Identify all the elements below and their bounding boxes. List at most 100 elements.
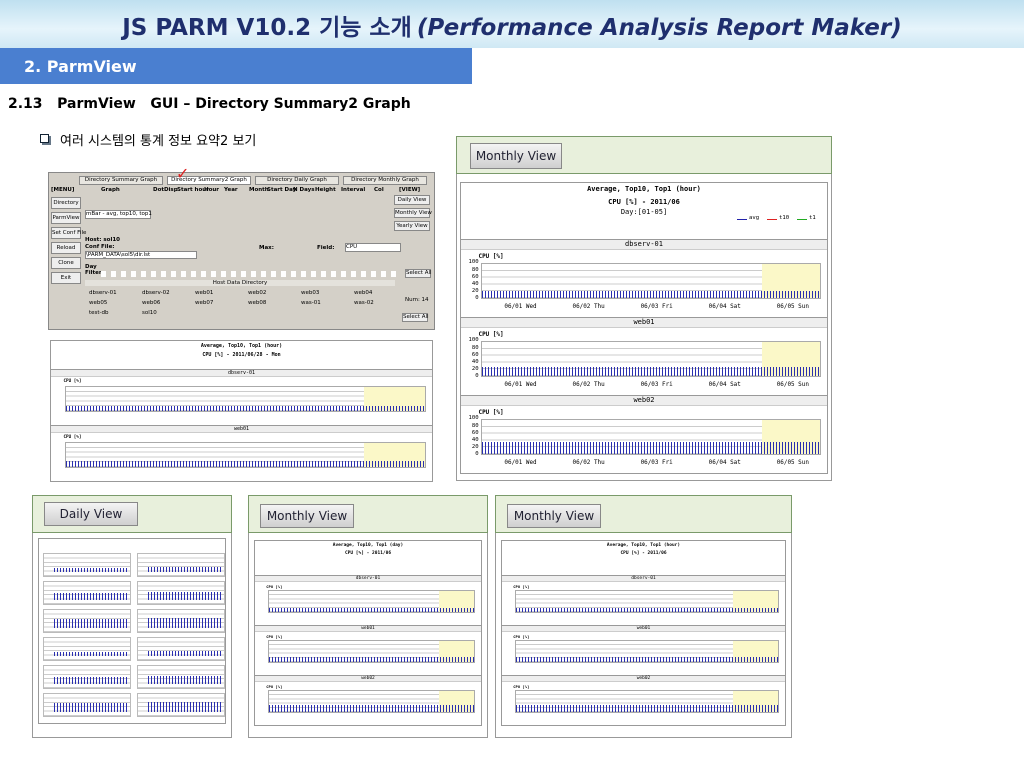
y-tick-label: 40 [471,358,479,365]
select-all-hosts[interactable]: Select All [402,313,429,322]
host-item[interactable]: dbserv-01 [89,290,117,296]
bars [515,608,778,613]
y-tick-label: 40 [471,280,479,287]
menu-button[interactable]: Reload [51,242,81,254]
title-en: (Performance Analysis Report Maker) [416,15,902,41]
y-tick-label: 100 [468,415,479,422]
host-item[interactable]: was-02 [354,300,374,306]
subtitle: 2.13 ParmView GUI – Directory Summary2 G… [8,96,411,112]
bars [148,618,222,628]
server-strip: web01 [255,625,481,633]
y-tick-label: 60 [471,273,479,280]
column-label: DotDisp [153,187,178,193]
bars [54,593,128,600]
host-item[interactable]: was-01 [301,300,321,306]
menu-button[interactable]: Exit [51,272,81,284]
menu-button[interactable]: Set Conf File [51,227,86,239]
tab[interactable]: Directory Summary Graph [79,176,163,185]
plot-area [267,590,475,614]
graph-select[interactable]: mBar - avg, top10, top1 [85,210,152,219]
column-label: [VIEW] [399,187,421,193]
mini-chart [137,553,225,577]
x-date-label: 06/02 Thu [572,459,605,466]
x-date-label: 06/02 Thu [572,303,605,310]
x-date-label: 06/05 Sun [776,381,809,388]
bars [268,608,474,613]
bars [66,460,425,467]
menu-button[interactable]: ParmView [51,212,81,224]
checkmark: ✓ [176,164,190,183]
metric-label: CPU [%] [478,253,504,260]
highlight [733,591,778,613]
conf-label: Conf File: [85,244,115,250]
x-date-label: 06/03 Fri [640,459,673,466]
title: JS PARM V10.2 기능 소개 [122,15,412,41]
metric-label: CPU [%] [513,584,530,589]
day-filter: Day Filter [85,264,102,276]
bars [54,651,128,656]
metric-label: CPU [%] [63,435,82,440]
y-tick-label: 40 [471,436,479,443]
host-item[interactable]: web06 [142,300,161,306]
server-strip: dbserv-01 [51,369,432,377]
mini-chart [43,637,131,661]
view-button[interactable]: Daily View [44,502,138,526]
bars [148,566,222,572]
menu-button[interactable]: Directory [51,197,81,209]
conf-path[interactable]: \PARM_DATA\sol5\dir.lst [85,251,197,259]
field-select[interactable]: CPU [345,243,401,252]
host-item[interactable]: web08 [248,300,267,306]
view-button[interactable]: Monthly View [394,208,432,218]
view-button[interactable]: Daily View [394,195,430,205]
server-strip: dbserv-01 [502,575,785,583]
host-item[interactable]: web07 [195,300,214,306]
server-strip: web02 [255,675,481,683]
tab[interactable]: Directory Monthly Graph [343,176,427,185]
column-label: Interval [341,187,366,193]
column-label: Graph [101,187,120,193]
view-button[interactable]: Monthly View [507,504,601,528]
column-label: Month [249,187,269,193]
server-strip: web02 [502,675,785,683]
chart-title: Average, Top10, Top1 (hour) [606,543,681,548]
host-item[interactable]: web03 [301,290,320,296]
chart-subtitle: CPU [%] - 2011/06 [344,550,392,556]
mini-chart [43,609,131,633]
host-item[interactable]: dbserv-02 [142,290,170,296]
host-item[interactable]: test-db [89,310,109,316]
legend-label: t1 [809,215,816,222]
view-button[interactable]: Monthly View [260,504,354,528]
menu-button[interactable]: Clone [51,257,81,269]
x-date-label: 06/03 Fri [640,303,673,310]
host-item[interactable]: web01 [195,290,214,296]
field-label: Field: [317,245,335,251]
metric-label: CPU [%] [513,634,530,639]
view-button[interactable]: Monthly View [470,143,562,169]
host-item[interactable]: web05 [89,300,108,306]
legend-label: t10 [779,215,790,222]
legend-label: avg [749,215,760,222]
host-item[interactable]: sol10 [142,310,157,316]
y-tick-label: 60 [471,351,479,358]
select-all[interactable]: Select All [405,269,432,278]
view-button[interactable]: Yearly View [394,221,430,231]
mini-chart [137,665,225,689]
panel-chart: Average, Top10, Top1 (hour) CPU [%] - 201… [501,540,786,726]
y-tick-label: 20 [471,444,479,451]
tab[interactable]: Directory Daily Graph [255,176,339,185]
mini-chart [137,609,225,633]
y-tick-label: 20 [471,366,479,373]
metric-label: CPU [%] [266,684,283,689]
bars [54,677,128,684]
tab[interactable]: Directory Summary2 Graph [167,176,251,185]
metric-label: CPU [%] [266,634,283,639]
x-date-label: 06/01 Wed [504,459,537,466]
server-strip: web01 [461,317,827,329]
mini-chart [43,665,131,689]
host-item[interactable]: web02 [248,290,267,296]
highlight [438,591,474,613]
x-date-label: 06/04 Sat [708,381,741,388]
mini-chart [43,553,131,577]
host-item[interactable]: web04 [354,290,373,296]
